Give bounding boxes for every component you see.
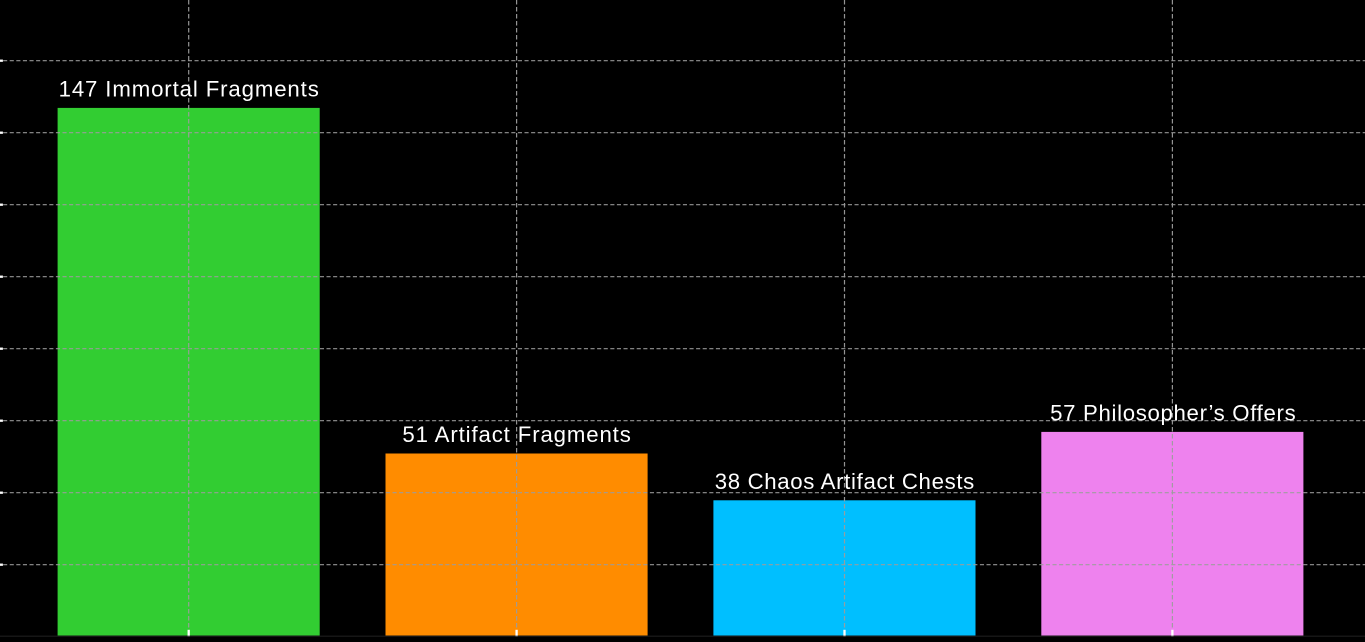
svg-text:57 Philosopher’s Offers: 57 Philosopher’s Offers (1050, 401, 1296, 426)
svg-text:51 Artifact Fragments: 51 Artifact Fragments (402, 422, 630, 447)
svg-text:147 Immortal Fragments: 147 Immortal Fragments (59, 77, 319, 102)
svg-text:38 Chaos Artifact Chests: 38 Chaos Artifact Chests (715, 469, 975, 494)
